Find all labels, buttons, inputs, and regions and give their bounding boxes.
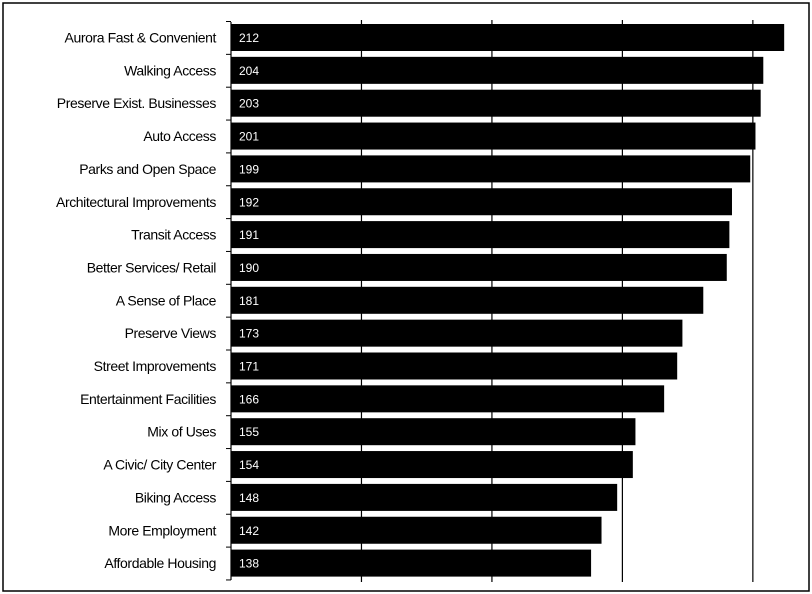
data-label: 173 <box>239 327 259 341</box>
data-label: 142 <box>239 524 259 538</box>
bar <box>231 516 602 544</box>
data-label: 192 <box>239 195 259 209</box>
category-label: Aurora Fast & Convenient <box>65 30 217 46</box>
category-label: Affordable Housing <box>104 555 216 571</box>
data-label: 201 <box>239 130 259 144</box>
category-label: Mix of Uses <box>147 424 216 440</box>
bar <box>231 24 785 51</box>
bar <box>231 483 618 511</box>
category-label: A Civic/ City Center <box>103 457 216 473</box>
data-label: 138 <box>239 557 259 571</box>
data-label: 191 <box>239 228 259 242</box>
category-label: Better Services/ Retail <box>87 259 217 275</box>
bar <box>231 352 678 380</box>
data-label: 199 <box>239 162 259 176</box>
bar <box>231 319 683 347</box>
bar <box>231 253 727 281</box>
bar <box>231 155 751 183</box>
category-label: Transit Access <box>131 227 216 243</box>
category-label: Street Improvements <box>94 358 217 374</box>
bar <box>231 549 592 577</box>
category-label: Walking Access <box>124 62 216 78</box>
data-label: 203 <box>239 97 259 111</box>
category-label: More Employment <box>108 522 216 538</box>
category-labels: Aurora Fast & Convenient Walking Access Pr… <box>56 30 217 572</box>
bar <box>231 122 756 150</box>
bar <box>231 56 764 84</box>
data-label: 204 <box>239 64 259 78</box>
category-label: Biking Access <box>135 489 217 505</box>
bar <box>231 418 636 446</box>
data-label: 154 <box>239 458 259 472</box>
data-label: 148 <box>239 491 259 505</box>
category-label: Architectural Improvements <box>56 194 216 210</box>
data-label: 181 <box>239 294 259 308</box>
bar <box>231 221 730 249</box>
bar <box>231 451 633 479</box>
category-label: Parks and Open Space <box>79 161 216 177</box>
y-axis-ticks <box>226 21 231 581</box>
bar <box>231 89 761 117</box>
category-label: A Sense of Place <box>116 292 217 308</box>
bar <box>231 385 665 413</box>
bar <box>231 188 732 216</box>
bar <box>231 286 704 314</box>
bars <box>231 24 785 577</box>
value-labels: 212 204 203 201 199 192 191 190 181 173 171 166 155 1… <box>239 31 259 571</box>
data-label: 171 <box>239 360 259 374</box>
data-label: 155 <box>239 425 259 439</box>
category-label: Entertainment Facilities <box>80 391 216 407</box>
category-label: Preserve Exist. Businesses <box>57 95 217 111</box>
data-label: 190 <box>239 261 259 275</box>
data-label: 166 <box>239 392 259 406</box>
category-label: Auto Access <box>143 128 216 144</box>
category-label: Preserve Views <box>125 325 217 341</box>
data-label: 212 <box>239 31 259 45</box>
